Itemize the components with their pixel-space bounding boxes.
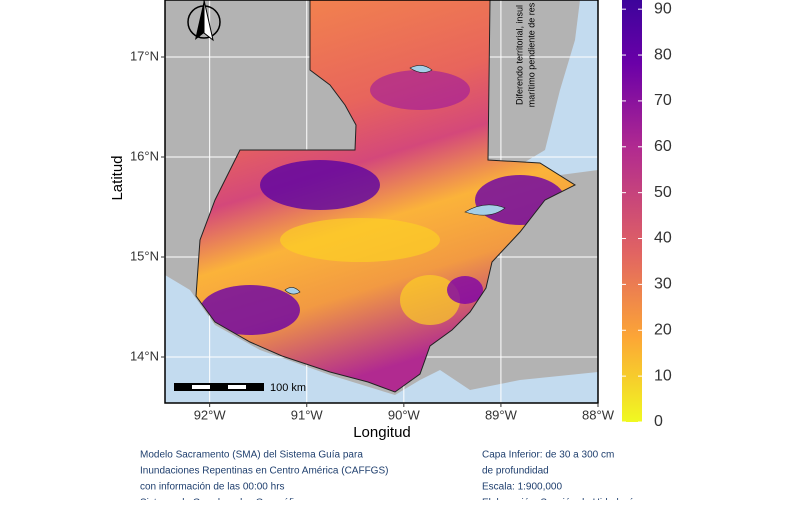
annotation: marítimo pendiente de res <box>526 2 536 107</box>
colorbar-label: 20 <box>654 321 672 338</box>
pacific-ocean <box>165 275 598 403</box>
colorbar-label: 0 <box>654 413 663 430</box>
x-tick-label: 92°W <box>194 407 227 422</box>
y-tick-label: 16°N <box>130 148 159 163</box>
x-axis-label: Longitud <box>353 424 411 441</box>
colorbar-label: 80 <box>654 46 672 63</box>
caribbean-sea <box>520 0 598 175</box>
scale-label: 100 km <box>270 382 306 394</box>
panel-border <box>164 0 599 404</box>
footer-text: Capa Inferior: de 30 a 300 cm <box>482 450 614 461</box>
y-axis-label: Latitud <box>109 155 126 200</box>
colorbar-label: 60 <box>654 138 672 155</box>
footer-text: Inundaciones Repentinas en Centro Améric… <box>140 466 388 477</box>
y-tick-label: 17°N <box>130 48 159 63</box>
colorbar-label: 30 <box>654 276 672 293</box>
lakes <box>284 65 506 295</box>
scale-bar: 100 km <box>174 382 306 394</box>
x-tick-label: 90°W <box>388 407 421 422</box>
colorbar-label: 70 <box>654 92 672 109</box>
footer-text: de profundidad <box>482 466 549 477</box>
colorbar-label: 10 <box>654 367 672 384</box>
x-tick-label: 91°W <box>291 407 324 422</box>
raster-texture <box>200 70 565 335</box>
colorbar <box>622 0 642 422</box>
annotation: Diferendo territorial, insul <box>514 5 524 105</box>
x-tick-label: 88°W <box>582 407 615 422</box>
footer-text: Escala: 1:900,000 <box>482 482 562 493</box>
colorbar-label: 50 <box>654 184 672 201</box>
north-arrow <box>187 0 221 42</box>
y-tick-label: 14°N <box>130 348 159 363</box>
colorbar-label: 90 <box>654 0 672 17</box>
footer-text: Modelo Sacramento (SMA) del Sistema Guía… <box>140 450 363 461</box>
x-tick-label: 89°W <box>485 407 518 422</box>
y-tick-label: 15°N <box>130 248 159 263</box>
colorbar-label: 40 <box>654 230 672 247</box>
footer-text: con información de las 00:00 hrs <box>140 482 285 493</box>
map-panel: Diferendo territorial, insul marítimo pe… <box>165 0 598 403</box>
